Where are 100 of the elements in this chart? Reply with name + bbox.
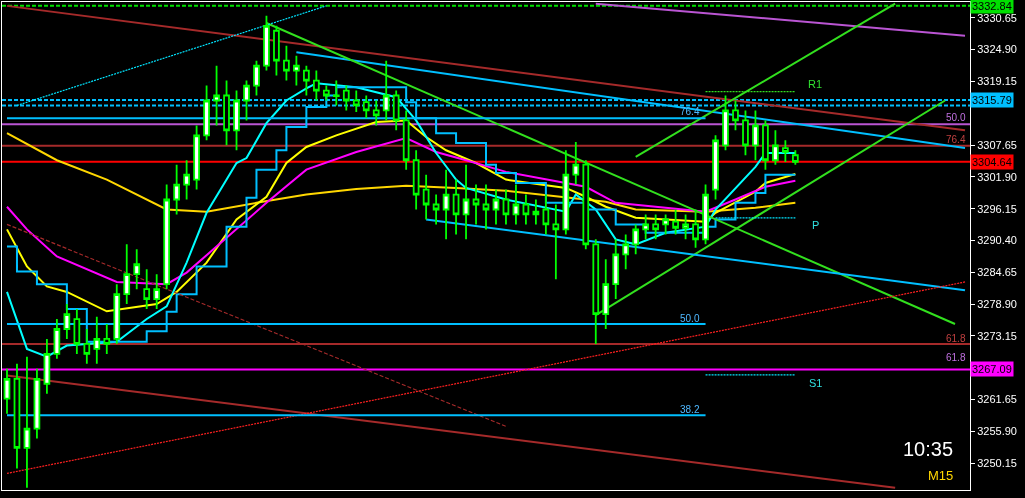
candlestick <box>742 109 749 157</box>
annotation: 10:35 <box>903 438 954 460</box>
candlestick <box>352 89 360 113</box>
y-tick-label: 3250.15 <box>977 457 1017 470</box>
candlestick <box>412 149 420 211</box>
candlestick <box>63 303 71 340</box>
candlestick <box>402 109 410 171</box>
line-series <box>5 119 797 313</box>
y-tick-label: 3324.90 <box>977 43 1017 56</box>
candlestick <box>582 159 590 251</box>
candlestick <box>283 44 290 82</box>
candlestick <box>532 198 540 226</box>
ref-line-label: 3304.64 <box>972 156 1012 168</box>
candlestick <box>712 134 719 201</box>
candlestick <box>13 362 21 470</box>
candlestick <box>452 178 460 236</box>
candlestick <box>392 89 400 132</box>
candlestick <box>432 193 440 226</box>
candlestick <box>313 69 320 102</box>
annotation: 61.8 <box>946 333 966 344</box>
y-tick-label: 3273.15 <box>977 329 1017 342</box>
candlestick <box>542 193 550 236</box>
annotation: S1 <box>809 377 823 389</box>
candlestick <box>103 323 111 355</box>
candlestick <box>322 84 330 102</box>
candlestick <box>492 188 500 226</box>
candlestick <box>43 338 51 395</box>
candlestick <box>572 141 580 186</box>
candlestick <box>73 308 81 355</box>
y-tick-label: 3301.90 <box>977 170 1017 183</box>
candlestick <box>732 99 739 132</box>
candlestick <box>243 79 250 122</box>
candlestick <box>562 149 570 236</box>
candlestick <box>502 188 510 226</box>
candlestick <box>622 233 630 271</box>
candlestick <box>263 14 270 72</box>
candlestick <box>472 183 480 226</box>
annotation: 50.0 <box>946 112 966 123</box>
candlestick <box>772 129 779 166</box>
candlestick <box>422 173 430 221</box>
candlestick <box>782 139 789 163</box>
candlestick <box>372 99 380 127</box>
candlestick <box>522 193 530 226</box>
candlestick <box>672 208 679 236</box>
y-tick-label: 3290.40 <box>977 234 1017 247</box>
candlestick <box>362 94 370 120</box>
candlestick <box>153 273 161 310</box>
candlestick <box>382 59 390 122</box>
candlestick <box>612 238 620 301</box>
candlestick <box>53 318 61 360</box>
candlestick <box>233 89 240 152</box>
y-tick-label: 3319.15 <box>977 75 1017 88</box>
candlestick <box>143 268 151 310</box>
ref-line-label: 3315.79 <box>972 94 1012 106</box>
candlestick <box>123 243 131 305</box>
candlestick <box>223 79 230 147</box>
candlestick <box>33 367 41 440</box>
candlestick <box>133 248 141 291</box>
candlestick <box>662 213 669 236</box>
candlestick <box>113 283 121 345</box>
candlestick <box>173 163 180 216</box>
candlestick <box>273 24 280 77</box>
annotation: 76.4 <box>680 106 700 117</box>
candlestick <box>442 168 450 241</box>
candlestick <box>3 367 11 415</box>
candlestick <box>163 183 170 291</box>
candlestick <box>203 84 210 142</box>
candlestick <box>253 59 260 97</box>
annotation: M15 <box>928 468 954 483</box>
candlestick <box>702 183 709 246</box>
candlestick <box>552 203 560 281</box>
candlestick <box>462 163 470 241</box>
candlestick <box>23 355 31 489</box>
candlestick <box>93 315 101 365</box>
y-tick-label: 3296.15 <box>977 202 1017 215</box>
y-tick-label: 3330.65 <box>977 11 1017 24</box>
candlestick <box>592 238 600 345</box>
candlestick <box>632 223 640 256</box>
line-series <box>5 132 797 213</box>
y-tick-label: 3278.90 <box>977 297 1017 310</box>
candlestick <box>652 213 659 241</box>
candlestick <box>762 119 769 171</box>
candlestick <box>293 54 300 87</box>
candlestick <box>193 124 200 191</box>
candlestick <box>83 328 91 365</box>
candlestick <box>342 84 350 112</box>
y-tick-label: 3307.65 <box>977 138 1017 151</box>
annotation: R1 <box>808 78 823 90</box>
ref-line-label: 3267.09 <box>972 363 1012 375</box>
annotation: 61.8 <box>946 352 966 363</box>
candlestick <box>642 213 650 241</box>
candlestick <box>482 183 490 231</box>
candlestick <box>183 159 190 201</box>
y-tick-label: 3261.65 <box>977 393 1017 406</box>
y-tick-label: 3284.65 <box>977 266 1017 279</box>
ref-line-label: 3332.84 <box>972 0 1012 12</box>
candlestick <box>792 149 799 166</box>
candlestick <box>692 208 699 249</box>
line-series <box>5 137 797 286</box>
candlestick <box>332 79 340 107</box>
